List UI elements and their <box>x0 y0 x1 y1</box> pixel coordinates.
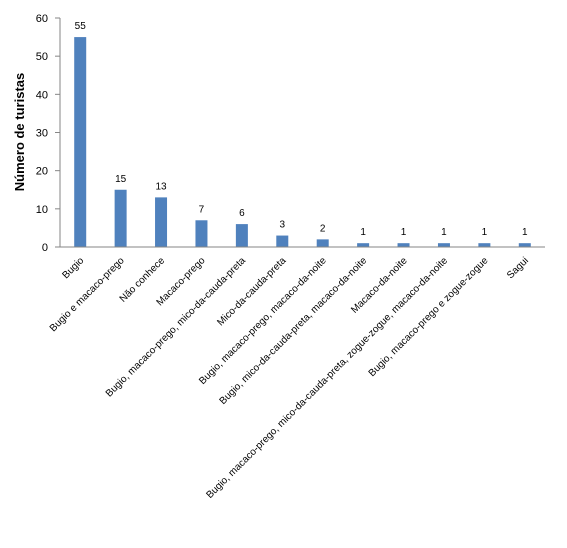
category-label-1: Bugio e macaco-prego <box>48 255 127 334</box>
y-tick-label-1: 10 <box>36 204 48 216</box>
bar-4 <box>235 224 248 247</box>
data-label-8: 1 <box>401 227 407 238</box>
y-axis-title: Número de turistas <box>12 73 27 191</box>
data-label-1: 15 <box>115 174 127 185</box>
bar-3 <box>195 220 208 247</box>
bar-11 <box>518 243 531 247</box>
category-label-4: Bugio, macaco-prego, mico-da-cauda-preta <box>104 255 248 399</box>
y-tick-label-5: 50 <box>36 51 48 63</box>
bar-1 <box>114 189 127 247</box>
y-axis-ticks: 0 10 20 30 40 50 60 <box>36 13 60 254</box>
data-label-10: 1 <box>482 227 488 238</box>
bars <box>74 37 531 248</box>
category-label-0: Bugio <box>60 255 86 281</box>
bar-0 <box>74 37 87 248</box>
category-label-5: Mico-da-cauda-preta <box>215 255 288 328</box>
y-tick-label-4: 40 <box>36 89 48 101</box>
data-label-7: 1 <box>360 227 366 238</box>
data-label-9: 1 <box>441 227 447 238</box>
y-tick-label-0: 0 <box>42 242 48 254</box>
y-tick-label-3: 30 <box>36 128 48 140</box>
axes <box>59 18 545 248</box>
data-labels: 55 15 13 7 6 3 2 1 1 1 1 1 <box>75 21 528 238</box>
data-label-3: 7 <box>199 204 205 215</box>
bar-8 <box>397 243 410 247</box>
category-label-7: Bugio, mico-da-cauda-preta, macaco-da-no… <box>218 255 370 407</box>
category-label-11: Sagui <box>505 255 531 281</box>
data-label-6: 2 <box>320 223 326 234</box>
data-label-0: 55 <box>75 21 87 32</box>
data-label-2: 13 <box>155 181 167 192</box>
data-label-5: 3 <box>280 220 286 231</box>
data-label-4: 6 <box>239 208 245 219</box>
bar-5 <box>276 235 289 247</box>
data-label-11: 1 <box>522 227 528 238</box>
y-tick-label-2: 20 <box>36 166 48 178</box>
bar-2 <box>155 197 168 247</box>
bar-7 <box>357 243 370 247</box>
bar-9 <box>437 243 450 247</box>
y-tick-label-6: 60 <box>36 13 48 25</box>
bar-10 <box>478 243 491 247</box>
bar-6 <box>316 239 329 247</box>
